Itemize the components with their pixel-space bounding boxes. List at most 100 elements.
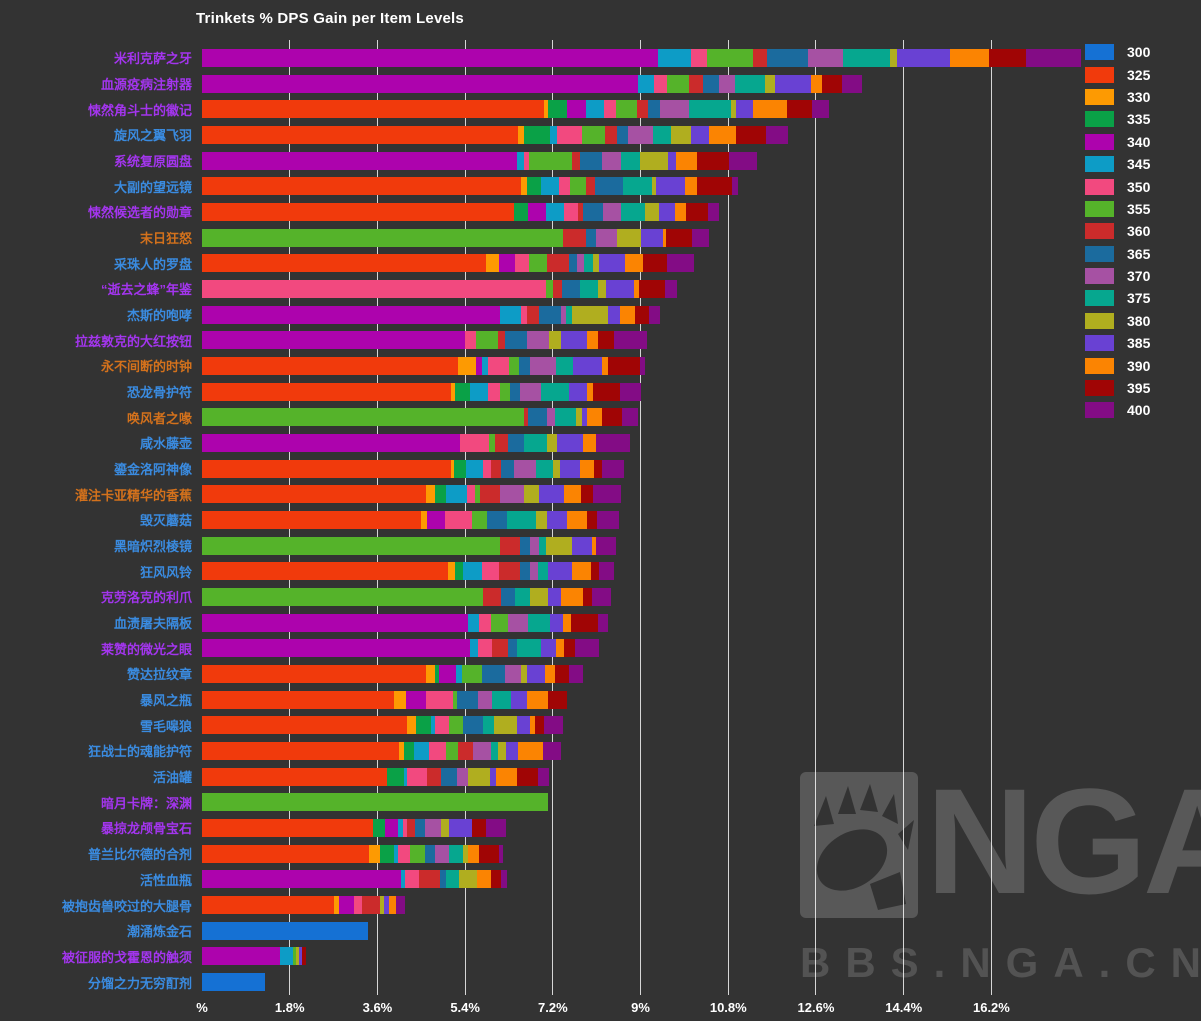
bar-segment-ilvl-385 [547, 510, 568, 529]
legend-swatch [1085, 178, 1114, 195]
bar-segment-ilvl-395 [594, 459, 602, 478]
bar-segment-ilvl-370 [504, 664, 522, 683]
bar-segment-ilvl-385 [560, 459, 580, 478]
stacked-bar [202, 485, 621, 504]
bar-segment-ilvl-330 [399, 741, 404, 760]
legend-item-325: 325 [1085, 63, 1150, 85]
bar-segment-ilvl-350 [397, 844, 410, 863]
bar-segment-ilvl-395 [735, 125, 767, 144]
bar-segment-ilvl-395 [547, 690, 568, 709]
bar-segment-ilvl-350 [444, 510, 472, 529]
bar-segment-ilvl-385 [383, 896, 390, 914]
bar-segment-ilvl-365 [594, 177, 623, 196]
bar-segment-ilvl-360 [418, 870, 440, 889]
bar-segment-ilvl-400 [543, 716, 563, 735]
bar-segment-ilvl-340 [499, 254, 515, 273]
bar-segment-ilvl-375 [688, 100, 731, 119]
bar-segment-ilvl-390 [586, 382, 593, 401]
bar-segment-ilvl-365 [569, 254, 577, 273]
bar-segment-ilvl-350 [482, 459, 492, 478]
bar-segment-ilvl-400 [598, 613, 608, 632]
bar-segment-ilvl-395 [639, 279, 665, 298]
bar-row [202, 71, 1201, 97]
stacked-bar [202, 921, 369, 940]
bar-segment-ilvl-365 [482, 664, 505, 683]
bar-segment-ilvl-370 [576, 254, 584, 273]
gridline [990, 40, 992, 995]
bar-segment-ilvl-330 [333, 896, 339, 914]
bar-segment-ilvl-355 [452, 690, 457, 709]
trinket-label: 大副的望远镜 [113, 179, 192, 195]
watermark-site-text: BBS.NGA.CN [800, 939, 1201, 986]
bar-segment-ilvl-345 [541, 177, 559, 196]
bar-segment-ilvl-390 [477, 870, 491, 889]
bar-segment-ilvl-390 [544, 664, 556, 683]
bar-segment-ilvl-345 [657, 48, 692, 67]
stacked-bar [202, 433, 631, 452]
bar-segment-ilvl-365 [520, 562, 530, 581]
bar-segment-ilvl-365 [580, 151, 602, 170]
bar-segment-ilvl-390 [564, 485, 581, 504]
bar-segment-ilvl-355 [508, 356, 519, 375]
legend-label: 350 [1127, 178, 1151, 195]
bar-row [202, 276, 1201, 302]
legend-item-400: 400 [1085, 399, 1150, 421]
bar-segment-ilvl-400 [619, 382, 642, 401]
bar-segment-ilvl-375 [482, 716, 495, 735]
bar-segment-ilvl-385 [658, 202, 675, 221]
bar-segment-ilvl-360 [578, 202, 583, 221]
bar-segment-ilvl-380 [617, 228, 641, 247]
bar-segment-ilvl-345 [431, 716, 436, 735]
bar-segment-ilvl-360 [523, 408, 529, 427]
bar-segment-ilvl-340 [567, 100, 586, 119]
watermark: NGA BBS.NGA.CN [800, 766, 1201, 987]
legend-item-300: 300 [1085, 41, 1150, 63]
bar-segment-ilvl-390 [467, 844, 480, 863]
bar-segment-ilvl-350 [557, 125, 582, 144]
trinket-label: 暴风之瓶 [139, 693, 192, 709]
bar-segment-ilvl-395 [580, 485, 593, 504]
stacked-bar [202, 562, 614, 581]
bar-segment-ilvl-400 [501, 870, 507, 889]
bar-segment-ilvl-350 [653, 74, 668, 93]
bar-row [202, 533, 1201, 559]
bar-row [202, 841, 1201, 867]
bar-segment-ilvl-380 [548, 331, 561, 350]
stacked-bar [202, 896, 406, 914]
bar-segment-ilvl-400 [842, 74, 863, 93]
bar-segment-ilvl-400 [640, 356, 646, 375]
bar-segment-ilvl-350 [691, 48, 707, 67]
bar-row [202, 379, 1201, 405]
stacked-bar [202, 228, 709, 247]
bar-segment-ilvl-340 [406, 690, 427, 709]
bar-segment-ilvl-365 [487, 510, 507, 529]
bar-segment-ilvl-400 [396, 896, 406, 914]
bar-segment-ilvl-345 [400, 870, 406, 889]
bar-segment-ilvl-350 [487, 356, 509, 375]
bar-segment-ilvl-375 [537, 562, 549, 581]
bar-segment-ilvl-340 [202, 639, 470, 658]
bar-row [202, 507, 1201, 533]
bar-segment-ilvl-365 [767, 48, 808, 67]
trinket-label: 被征服的戈霍恩的触须 [61, 949, 192, 965]
bar-segment-ilvl-380 [535, 510, 548, 529]
trinket-label: 米利克萨之牙 [113, 51, 192, 67]
bar-segment-ilvl-345 [445, 485, 467, 504]
bar-segment-ilvl-380 [592, 254, 599, 273]
bar-segment-ilvl-325 [202, 177, 521, 196]
bar-segment-ilvl-345 [467, 613, 480, 632]
bar-segment-ilvl-335 [454, 459, 467, 478]
bar-segment-ilvl-390 [530, 716, 536, 735]
legend-swatch [1085, 335, 1114, 352]
bar-segment-ilvl-375 [622, 177, 653, 196]
bar-segment-ilvl-400 [707, 202, 720, 221]
bar-segment-ilvl-375 [539, 536, 546, 555]
bar-segment-ilvl-340 [475, 356, 482, 375]
bar-segment-ilvl-335 [434, 485, 446, 504]
trinket-label: 血源疫病注射器 [100, 77, 192, 92]
bar-segment-ilvl-360 [637, 100, 648, 119]
bar-segment-ilvl-380 [671, 125, 691, 144]
legend-swatch [1085, 290, 1114, 307]
bar-segment-ilvl-395 [787, 100, 812, 119]
bar-segment-ilvl-400 [692, 228, 709, 247]
